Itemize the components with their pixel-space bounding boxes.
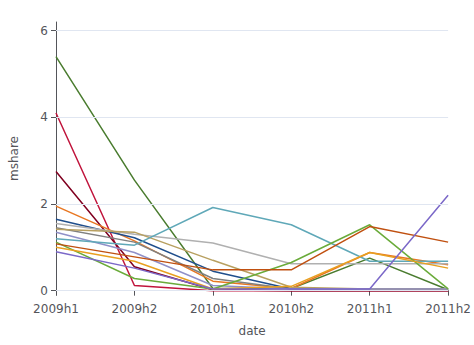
svg-text:2010h2: 2010h2	[268, 302, 314, 316]
svg-text:mshare: mshare	[7, 136, 21, 181]
svg-text:2009h2: 2009h2	[112, 302, 158, 316]
svg-text:2: 2	[40, 197, 48, 211]
svg-text:date: date	[239, 324, 266, 338]
svg-text:2010h1: 2010h1	[190, 302, 236, 316]
svg-text:4: 4	[40, 110, 48, 124]
svg-text:0: 0	[40, 284, 48, 298]
svg-text:6: 6	[40, 24, 48, 38]
svg-text:2011h1: 2011h1	[347, 302, 393, 316]
svg-text:2009h1: 2009h1	[33, 302, 79, 316]
svg-text:2011h2: 2011h2	[425, 302, 471, 316]
